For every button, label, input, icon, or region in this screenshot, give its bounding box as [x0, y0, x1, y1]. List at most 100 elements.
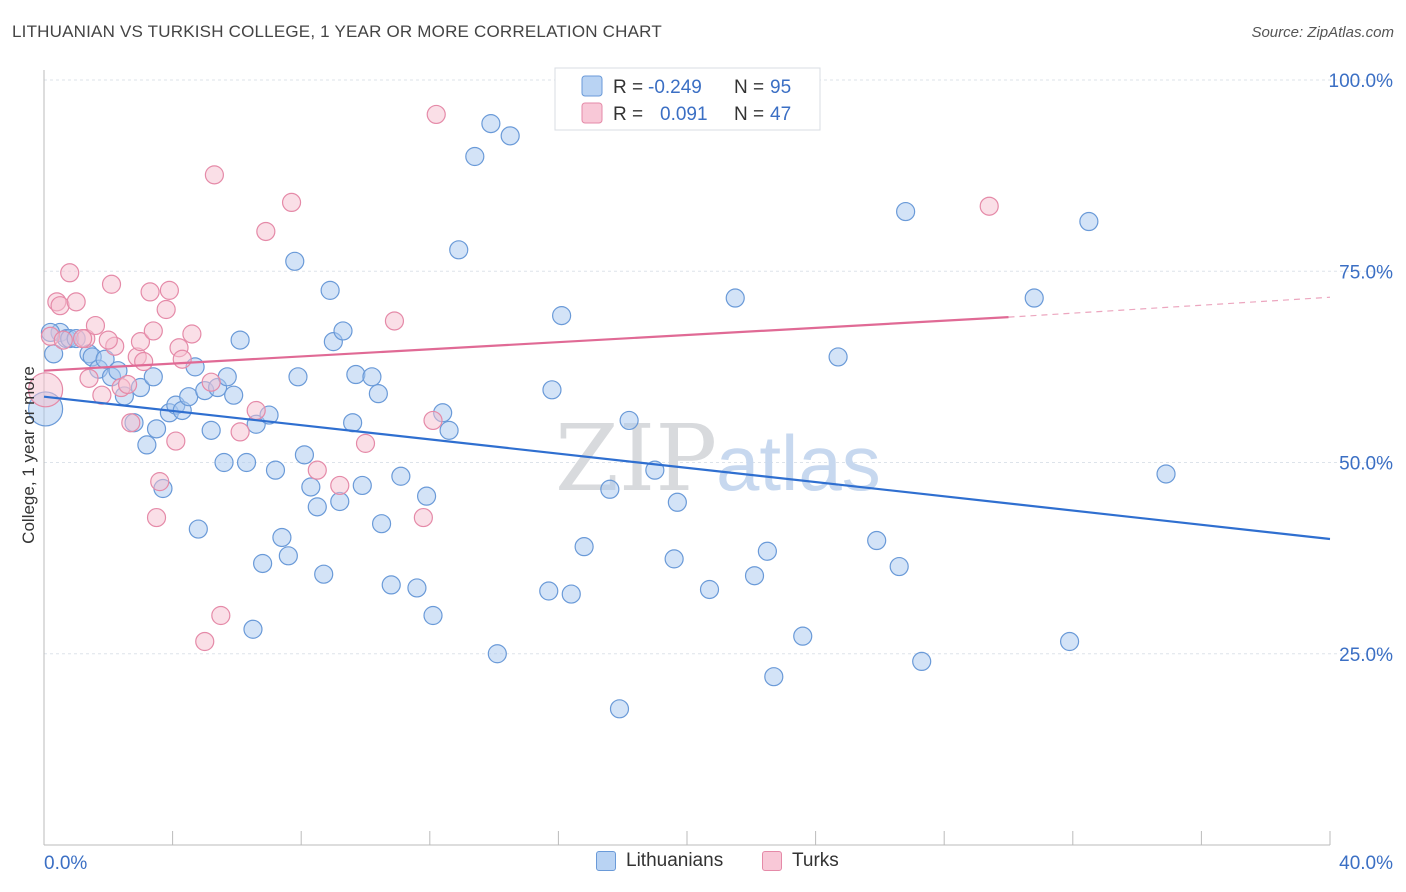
lithuanians-point-40 — [288, 367, 308, 387]
chart-title: LITHUANIAN VS TURKISH COLLEGE, 1 YEAR OR… — [12, 22, 662, 41]
turks-point-41 — [423, 410, 443, 431]
turks-point-31 — [211, 605, 231, 626]
correlation-legend: R = -0.249 N = 95 R = 0.091 N = 47 — [554, 67, 821, 131]
lithuanians-point-42 — [301, 477, 321, 497]
lithuanians-point-47 — [330, 491, 350, 512]
y-axis-label: College, 1 year or more — [19, 366, 38, 544]
lithuanians-point-65 — [487, 644, 507, 664]
turks-point-39 — [384, 311, 405, 331]
turks-point-42 — [426, 104, 446, 125]
lithuanians-point-54 — [371, 514, 392, 534]
lithuanians-point-62 — [449, 240, 469, 260]
lithuanians-point-78 — [699, 579, 720, 600]
source-label: Source: ZipAtlas.com — [1251, 24, 1394, 41]
lithuanians-point-85 — [867, 530, 887, 551]
turks-point-37 — [330, 475, 350, 496]
turks-trend-line — [43, 316, 1009, 372]
turks-point-10 — [101, 274, 122, 294]
turks-point-27 — [182, 324, 202, 344]
turks-point-36 — [307, 460, 327, 480]
lithuanians-point-50 — [346, 364, 366, 385]
turks-point-43 — [979, 196, 999, 216]
lithuanians-point-55 — [381, 575, 401, 595]
legend-n-label-1: N = — [734, 77, 764, 98]
y-tick-label-2: 75.0% — [1339, 262, 1393, 283]
lithuanians-point-53 — [368, 384, 388, 404]
lithuanians-point-69 — [552, 306, 572, 326]
y-tick-label-3: 100.0% — [1329, 71, 1394, 92]
lithuanians-point-88 — [912, 651, 932, 672]
turks-point-14 — [121, 413, 141, 433]
lithuanians-point-61 — [439, 420, 459, 440]
lithuanians-point-71 — [574, 537, 594, 557]
bottom-legend-swatch-turks — [762, 851, 782, 871]
lithuanians-point-66 — [500, 126, 520, 146]
lithuanians-point-49 — [343, 413, 363, 433]
turks-point-46 — [53, 330, 73, 350]
lithuanians-point-57 — [407, 578, 427, 598]
lithuanians-point-63 — [465, 146, 485, 167]
lithuanians-point-16 — [146, 419, 167, 439]
lithuanians-point-67 — [539, 581, 559, 601]
turks-point-28 — [195, 631, 215, 652]
turks-point-16 — [130, 332, 151, 352]
legend-swatch-turks — [581, 102, 603, 124]
legend-r-value-1: -0.249 — [648, 77, 702, 98]
bottom-legend: Lithuanians Turks — [0, 850, 1406, 880]
turks-point-7 — [79, 368, 99, 388]
lithuanians-point-39 — [285, 251, 305, 271]
lithuanians-point-72 — [600, 479, 620, 499]
lithuanians-point-51 — [352, 475, 372, 496]
lithuanians-point-73 — [609, 699, 630, 719]
turks-point-45 — [72, 328, 93, 349]
axes — [43, 70, 1331, 846]
turks-point-13 — [117, 374, 138, 395]
turks-point-17 — [134, 351, 154, 372]
lithuanians-point-68 — [542, 380, 562, 400]
lithuanians-point-43 — [307, 497, 327, 517]
legend-n-value-1: 95 — [770, 77, 791, 98]
lithuanians-point-27 — [214, 452, 234, 473]
turks-point-8 — [85, 315, 106, 336]
turks-points — [28, 104, 999, 652]
turks-point-33 — [246, 400, 266, 421]
lithuanians-point-14 — [137, 435, 157, 455]
lithuanians-point-79 — [725, 288, 745, 308]
lithuanians-point-28 — [217, 367, 237, 387]
lithuanians-point-21 — [179, 387, 199, 407]
lithuanians-point-76 — [664, 549, 684, 569]
lithuanians-point-37 — [272, 527, 292, 548]
lithuanians-point-34 — [253, 553, 273, 574]
lithuanians-point-64 — [481, 114, 501, 134]
turks-point-21 — [150, 472, 170, 492]
lithuanians-point-45 — [320, 280, 340, 300]
x-tick-label-0: 0.0% — [44, 853, 87, 874]
lithuanians-point-52 — [362, 367, 382, 387]
turks-point-35 — [281, 192, 302, 212]
lithuanians-point-58 — [416, 486, 437, 506]
lithuanians-point-15 — [143, 367, 163, 387]
lithuanians-point-25 — [201, 420, 221, 440]
legend-r-value-2: 0.091 — [660, 104, 708, 125]
tick-labels: 25.0% 50.0% 75.0% 100.0% 0.0% 40.0% — [44, 71, 1393, 874]
y-tick-label-1: 50.0% — [1339, 454, 1393, 475]
lithuanians-point-86 — [889, 556, 909, 577]
lithuanians-point-32 — [243, 619, 263, 639]
lithuanians-point-82 — [764, 667, 784, 687]
turks-point-18 — [140, 282, 160, 302]
turks-point-22 — [156, 299, 176, 320]
lithuanians-point-91 — [1079, 211, 1099, 232]
legend-n-label-2: N = — [734, 104, 764, 125]
x-tick-label-1: 40.0% — [1339, 853, 1393, 874]
lithuanians-point-48 — [333, 321, 353, 341]
lithuanians-point-30 — [230, 330, 250, 350]
lithuanians-point-59 — [423, 605, 443, 626]
bottom-legend-turks: Turks — [762, 850, 839, 872]
lithuanians-point-83 — [793, 626, 813, 646]
bottom-legend-swatch-lithuanians — [596, 851, 616, 871]
turks-point-29 — [201, 372, 221, 392]
lithuanians-point-56 — [391, 466, 411, 486]
lithuanians-point-44 — [314, 564, 334, 584]
bottom-legend-label-lithuanians: Lithuanians — [626, 850, 724, 871]
turks-point-19 — [143, 321, 163, 341]
